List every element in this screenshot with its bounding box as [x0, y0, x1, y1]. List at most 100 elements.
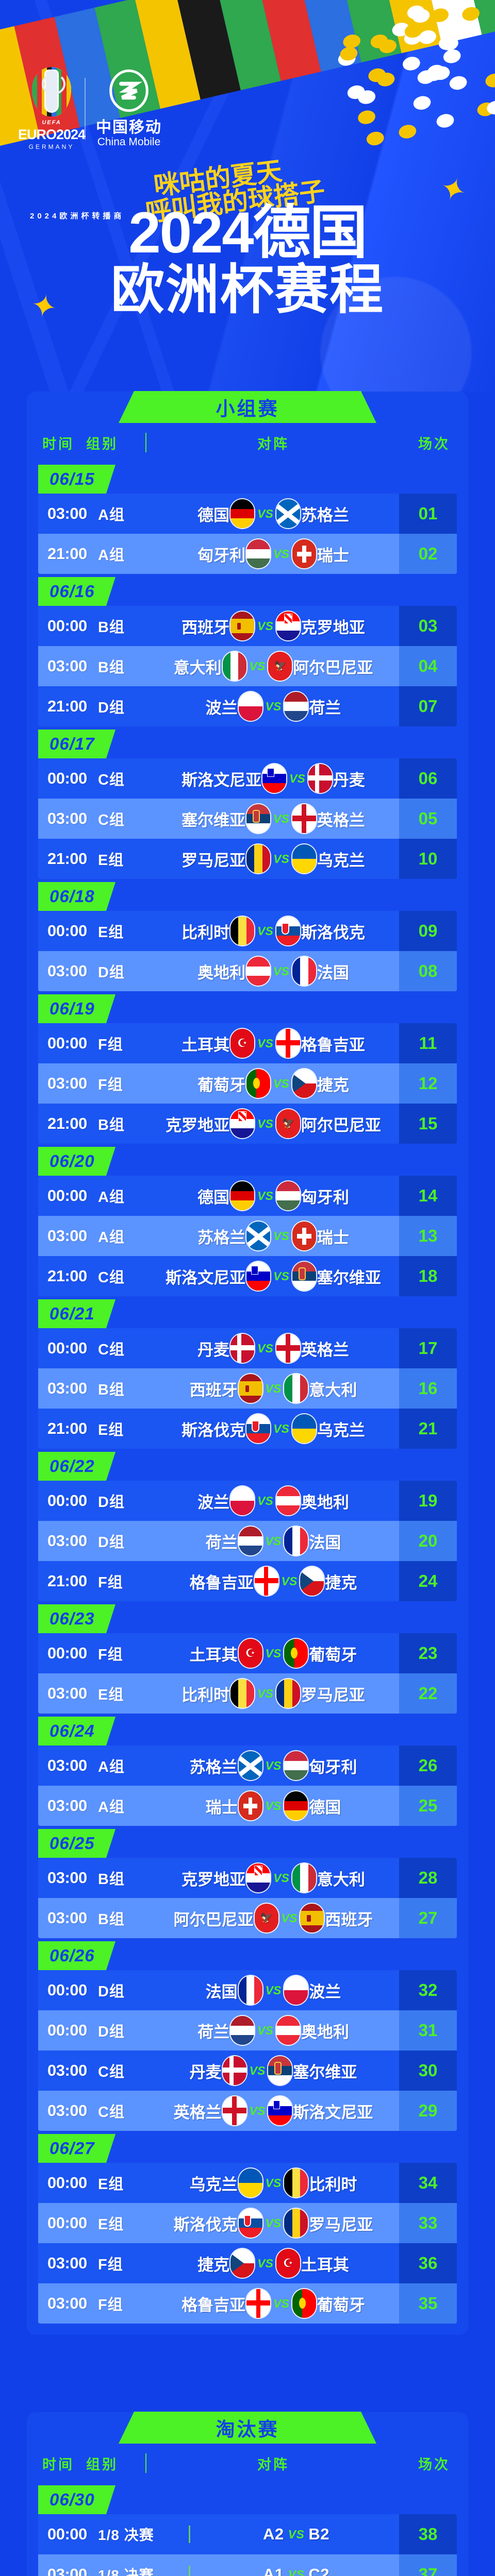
table-row[interactable]: 03:00 A组 瑞士 VS 德国 25	[38, 1786, 457, 1826]
match-group: 1/8 决赛	[98, 2524, 189, 2545]
flag-be-icon	[230, 1679, 254, 1708]
flag-tr-icon: ☪	[276, 2249, 300, 2278]
table-row[interactable]: 00:00 D组 荷兰 VS 奥地利 31	[38, 2010, 457, 2050]
day-group: 06/25 03:00 B组 克罗地亚 VS 意大利 28 03:00 B组 阿尔巴尼亚 🦅 VS 西班…	[27, 1829, 468, 1938]
table-row[interactable]: 21:00 E组 罗马尼亚 VS 乌克兰 10	[38, 839, 457, 879]
table-row[interactable]: 00:00 1/8 决赛 A2 VS B2 38	[38, 2514, 457, 2554]
home-team-name: 克罗地亚	[180, 1867, 246, 1890]
match-number: 32	[399, 1970, 457, 2010]
table-row[interactable]: 03:00 F组 葡萄牙 VS 捷克 12	[38, 1063, 457, 1104]
table-row[interactable]: 00:00 F组 土耳其 ☪ VS 葡萄牙 23	[38, 1633, 457, 1673]
home-team-name: 捷克	[196, 2252, 230, 2275]
table-row[interactable]: 03:00 B组 意大利 VS 🦅 阿尔巴尼亚 04	[38, 646, 457, 686]
table-row[interactable]: 03:00 A组 苏格兰 VS 匈牙利 26	[38, 1745, 457, 1786]
match-group: C组	[98, 2100, 147, 2122]
table-row[interactable]: 00:00 E组 斯洛伐克 VS 罗马尼亚 33	[38, 2203, 457, 2243]
table-row[interactable]: 00:00 F组 土耳其 ☪ VS 格鲁吉亚 11	[38, 1023, 457, 1063]
match-time: 00:00	[38, 922, 98, 940]
brand-row: UEFA EURO2024 GERMANY 中国移动 China Mobile	[29, 67, 162, 150]
match-group: D组	[98, 1979, 147, 2001]
vs-label: VS	[288, 2528, 305, 2541]
group-stage-banner-label: 小组赛	[216, 393, 279, 421]
table-row[interactable]: 03:00 D组 奥地利 VS 法国 08	[38, 951, 457, 991]
match-time: 00:00	[38, 1034, 98, 1053]
hero-header: UEFA EURO2024 GERMANY 中国移动 China Mobile …	[0, 0, 495, 392]
knockout-stage-banner: 淘汰赛	[27, 2412, 468, 2444]
table-row[interactable]: 03:00 B组 西班牙 VS 意大利 16	[38, 1368, 457, 1409]
table-row[interactable]: 00:00 E组 比利时 VS 斯洛伐克 09	[38, 911, 457, 951]
flag-ch-icon	[292, 539, 316, 568]
match-number: 29	[399, 2091, 457, 2131]
flag-ro-icon	[246, 844, 270, 873]
match-time: 21:00	[38, 1419, 98, 1438]
away-team-name: 英格兰	[316, 807, 366, 831]
flag-en-icon	[276, 1334, 300, 1363]
match-number: 08	[399, 951, 457, 991]
flag-tr-icon: ☪	[239, 1639, 262, 1668]
table-row[interactable]: 03:00 F组 捷克 VS ☪ 土耳其 36	[38, 2243, 457, 2283]
table-row[interactable]: 21:00 A组 匈牙利 VS 瑞士 02	[38, 534, 457, 574]
table-row[interactable]: 21:00 E组 斯洛伐克 VS 乌克兰 21	[38, 1409, 457, 1449]
match-rows: 03:00 A组 德国 VS 苏格兰 01 21:00 A组 匈牙利 VS 瑞士 02	[38, 494, 457, 574]
home-team-name: 罗马尼亚	[180, 848, 246, 871]
column-header-time-group: 时间 组别	[42, 2453, 145, 2473]
vs-label: VS	[250, 2104, 266, 2118]
flag-sk-icon	[239, 2209, 262, 2238]
table-row[interactable]: 00:00 A组 德国 VS 匈牙利 14	[38, 1176, 457, 1216]
day-group: 06/26 00:00 D组 法国 VS 波兰 32 00:00 D组 荷兰 VS 奥地利 31 03:0…	[27, 1941, 468, 2131]
match-number: 25	[399, 1786, 457, 1826]
table-row[interactable]: 03:00 B组 克罗地亚 VS 意大利 28	[38, 1858, 457, 1898]
table-row[interactable]: 03:00 C组 英格兰 VS 斯洛文尼亚 29	[38, 2091, 457, 2131]
date-label: 06/23	[50, 1609, 95, 1629]
table-row[interactable]: 21:00 C组 斯洛文尼亚 VS 塞尔维亚 18	[38, 1256, 457, 1296]
table-row[interactable]: 00:00 B组 西班牙 VS 克罗地亚 03	[38, 606, 457, 646]
match-group: D组	[98, 1490, 147, 1512]
home-team-name: 斯洛伐克	[180, 1417, 246, 1440]
vs-label: VS	[257, 1342, 273, 1355]
match-number: 34	[399, 2163, 457, 2203]
table-row[interactable]: 03:00 B组 阿尔巴尼亚 🦅 VS 西班牙 27	[38, 1898, 457, 1938]
away-team-name: 瑞士	[316, 543, 350, 566]
table-row[interactable]: 03:00 A组 苏格兰 VS 瑞士 13	[38, 1216, 457, 1256]
table-row[interactable]: 03:00 F组 格鲁吉亚 VS 葡萄牙 35	[38, 2283, 457, 2324]
table-row[interactable]: 03:00 D组 荷兰 VS 法国 20	[38, 1521, 457, 1561]
match-time: 03:00	[38, 1909, 98, 1927]
match-time: 03:00	[38, 2061, 98, 2080]
flag-cz-icon	[300, 1567, 324, 1596]
match-group: F组	[98, 1642, 147, 1664]
date-label: 06/17	[50, 734, 95, 754]
vs-label: VS	[257, 1037, 273, 1050]
table-row[interactable]: 03:00 C组 塞尔维亚 VS 英格兰 05	[38, 799, 457, 839]
table-row[interactable]: 00:00 E组 乌克兰 VS 比利时 34	[38, 2163, 457, 2203]
table-row[interactable]: 00:00 D组 波兰 VS 奥地利 19	[38, 1481, 457, 1521]
away-team-name: 苏格兰	[300, 502, 350, 526]
table-row[interactable]: 03:00 C组 丹麦 VS 塞尔维亚 30	[38, 2050, 457, 2091]
date-label: 06/16	[50, 582, 95, 601]
away-team-name: 丹麦	[332, 767, 366, 790]
away-team-name: 奥地利	[300, 1489, 350, 1513]
match-rows: 00:00 E组 乌克兰 VS 比利时 34 00:00 E组 斯洛伐克 VS 罗马尼亚 33 03:0…	[38, 2163, 457, 2324]
match-number: 37	[399, 2554, 457, 2576]
match-group: A组	[98, 503, 147, 524]
home-team-name: A1	[262, 2565, 285, 2576]
home-team-name: 乌克兰	[189, 2172, 239, 2195]
match-group: B组	[98, 655, 147, 677]
table-row[interactable]: 21:00 B组 克罗地亚 VS 🦅 阿尔巴尼亚 15	[38, 1104, 457, 1144]
flag-nl-icon	[239, 1527, 262, 1555]
table-row[interactable]: 03:00 A组 德国 VS 苏格兰 01	[38, 494, 457, 534]
flag-pl-icon	[239, 692, 262, 721]
table-row[interactable]: 03:00 E组 比利时 VS 罗马尼亚 22	[38, 1673, 457, 1714]
table-row[interactable]: 00:00 C组 斯洛文尼亚 VS 丹麦 06	[38, 758, 457, 799]
day-group: 06/19 00:00 F组 土耳其 ☪ VS 格鲁吉亚 11 03:00 F组 葡萄牙 VS 捷克 12…	[27, 994, 468, 1144]
match-group: D组	[98, 696, 147, 717]
flag-pt-icon	[284, 1639, 308, 1668]
table-row[interactable]: 03:00 1/8 决赛 A1 VS C2 37	[38, 2554, 457, 2576]
group-stage-days: 06/15 03:00 A组 德国 VS 苏格兰 01 21:00 A组 匈牙利 VS 瑞士 02 06/…	[27, 465, 468, 2324]
match-group: C组	[98, 1265, 147, 1287]
table-row[interactable]: 21:00 D组 波兰 VS 荷兰 07	[38, 686, 457, 726]
table-row[interactable]: 00:00 C组 丹麦 VS 英格兰 17	[38, 1328, 457, 1368]
table-row[interactable]: 21:00 F组 格鲁吉亚 VS 捷克 24	[38, 1561, 457, 1601]
match-group: C组	[98, 808, 147, 829]
table-row[interactable]: 00:00 D组 法国 VS 波兰 32	[38, 1970, 457, 2010]
match-group: B组	[98, 1867, 147, 1889]
